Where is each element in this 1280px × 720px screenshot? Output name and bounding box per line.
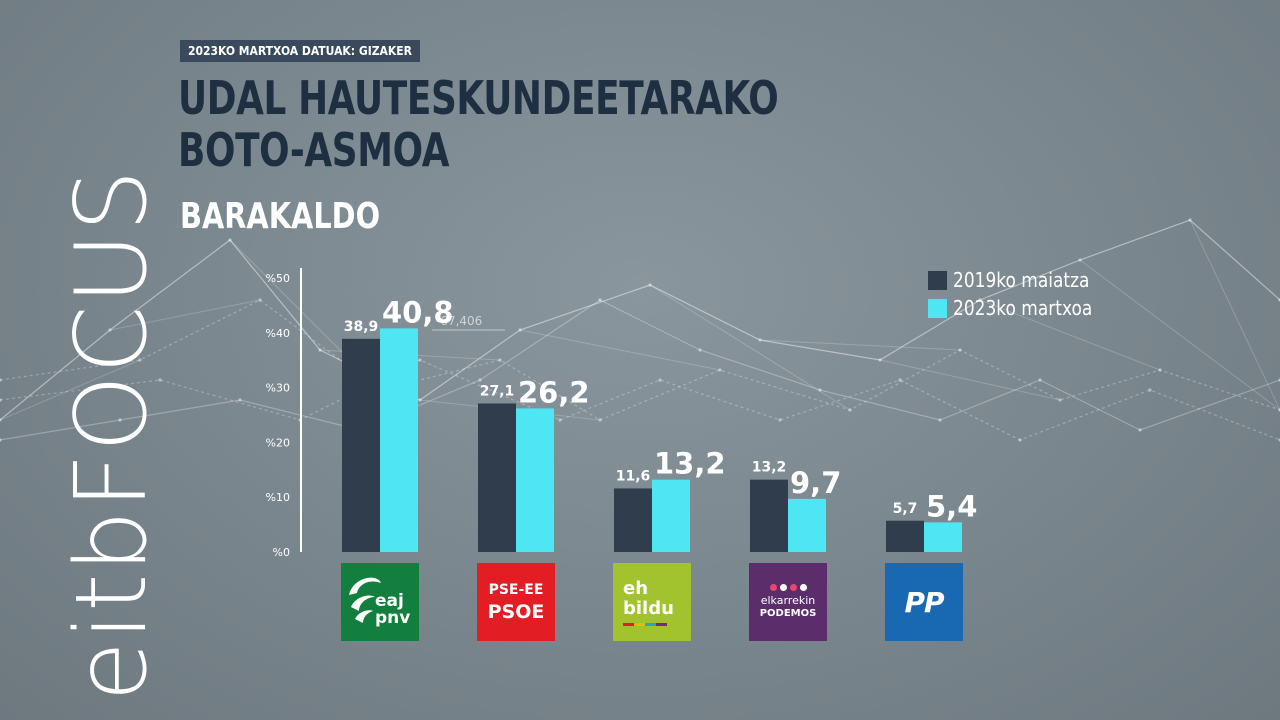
title-line-1: UDAL HAUTESKUNDEETARAKO [178, 71, 779, 125]
podemos-text-top: elkarrekin [760, 594, 816, 607]
bar-2019 [478, 403, 516, 552]
psoe-text-bottom: PSOE [487, 601, 545, 623]
data-label-2019: 38,9 [344, 319, 379, 335]
y-tick-label: %50 [266, 272, 290, 285]
data-label-2019: 11,6 [616, 468, 651, 484]
pnv-swirl-icon [349, 577, 381, 623]
pp-text: PP [904, 585, 944, 619]
legend-swatch-2023 [928, 298, 947, 318]
legend-item-2019: 2019ko maiatza [928, 268, 1117, 292]
elkarrekin-podemos-logo: elkarrekin PODEMOS [749, 563, 827, 641]
background-number-label: -67,406 [436, 314, 482, 328]
bar-2023 [652, 479, 690, 552]
data-label-2023: 13,2 [654, 447, 726, 481]
y-tick-label: %30 [266, 382, 290, 395]
legend-label-2023: 2023ko martxoa [953, 296, 1093, 320]
y-tick-label: %0 [273, 546, 290, 559]
podemos-text-bottom: PODEMOS [759, 608, 817, 619]
data-label-2019: 13,2 [752, 460, 787, 476]
psoe-text-top: PSE-EE [488, 582, 544, 598]
bildu-text-top: eh [623, 577, 649, 599]
y-tick-label: %40 [266, 327, 290, 340]
source-tagline: 2023KO MARTXOA DATUAK: GIZAKER [180, 40, 420, 62]
title-line-2: BOTO-ASMOA [178, 123, 450, 177]
bar-2023 [788, 498, 826, 552]
data-label-2023: 5,4 [926, 489, 977, 523]
data-label-2019: 5,7 [893, 501, 918, 517]
bildu-text-bottom: bildu [623, 597, 674, 619]
y-tick-label: %10 [266, 491, 290, 504]
bar-2019 [614, 488, 652, 552]
data-label-2023: 40,8 [382, 295, 454, 329]
municipality-subtitle: BARAKALDO [180, 196, 381, 237]
pse-ee-psoe-logo: PSE-EE PSOE [477, 563, 555, 641]
pp-logo: PP [885, 563, 963, 641]
eh-bildu-logo: eh bildu [613, 563, 691, 641]
bar-2023 [924, 522, 962, 552]
bar-2019 [750, 479, 788, 552]
data-label-2023: 26,2 [518, 375, 590, 409]
bar-2023 [380, 328, 418, 552]
pnv-text-top: eaj [375, 591, 404, 611]
legend-swatch-2019 [928, 270, 947, 290]
legend-label-2019: 2019ko maiatza [953, 268, 1090, 292]
chart-title: UDAL HAUTESKUNDEETARAKO BOTO-ASMOA [178, 71, 779, 177]
y-tick-label: %20 [266, 436, 290, 449]
eaj-pnv-logo: eaj pnv [341, 563, 419, 641]
bildu-color-stripe [623, 622, 667, 626]
data-label-2023: 9,7 [790, 466, 841, 500]
legend-item-2023: 2023ko martxoa [928, 296, 1117, 320]
data-label-2019: 27,1 [480, 383, 515, 399]
bar-2019 [342, 338, 380, 552]
bar-2019 [886, 520, 924, 552]
pnv-text-bottom: pnv [375, 608, 411, 628]
legend: 2019ko maiatza 2023ko martxoa [928, 268, 1117, 324]
podemos-dots-icon [769, 584, 807, 591]
bar-2023 [516, 408, 554, 552]
